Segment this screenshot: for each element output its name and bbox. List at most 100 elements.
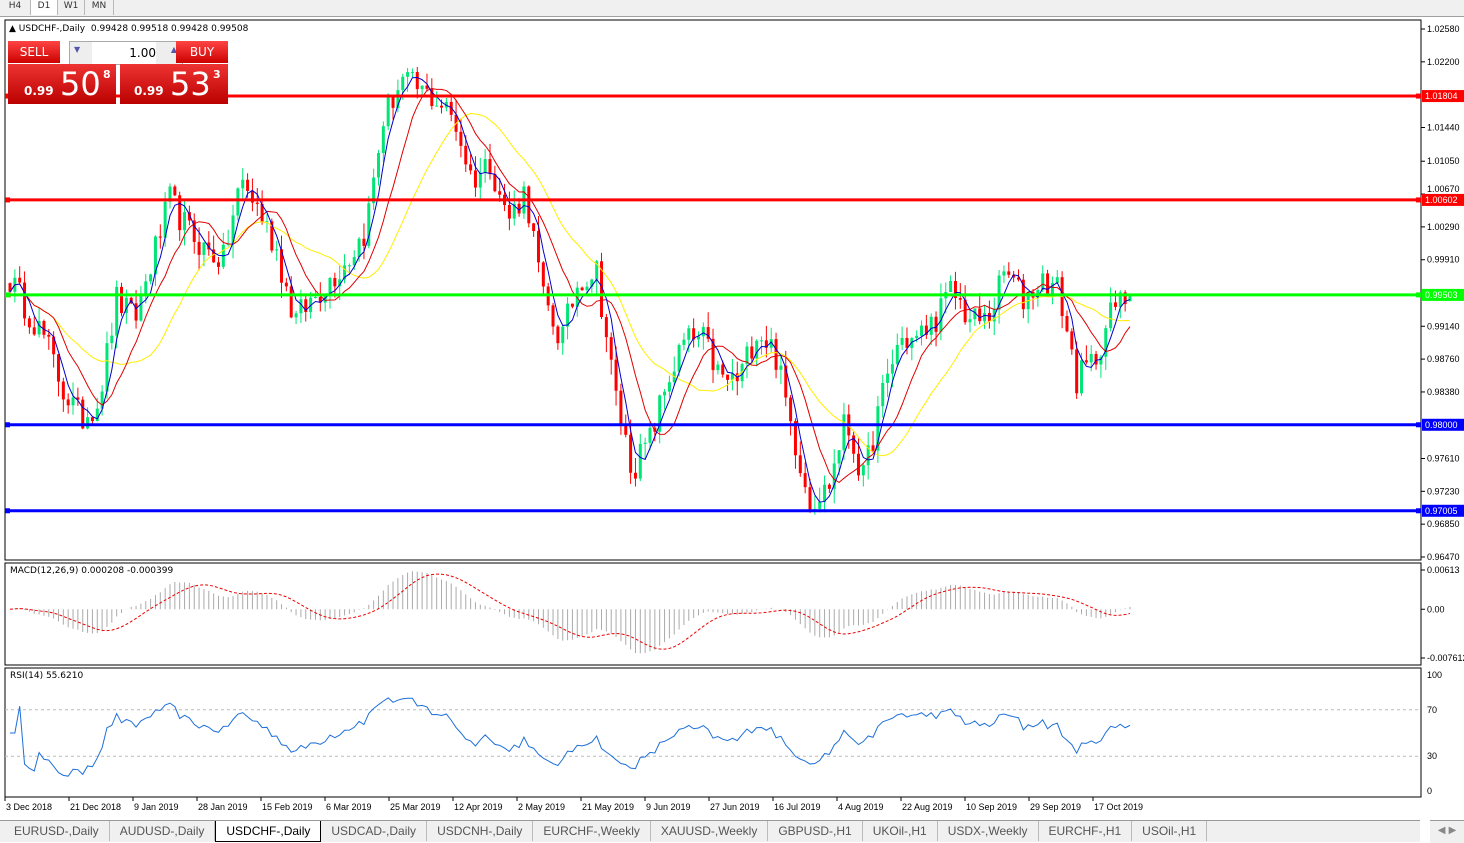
tab-usdchf-daily[interactable]: USDCHF-,Daily bbox=[215, 821, 322, 842]
candle-body bbox=[726, 374, 730, 380]
candle-body bbox=[352, 257, 356, 266]
y-tick-label: 1.02200 bbox=[1427, 57, 1460, 67]
candle-body bbox=[507, 205, 511, 219]
candle-body bbox=[449, 101, 453, 115]
candle-body bbox=[750, 346, 754, 359]
level-handle bbox=[5, 93, 10, 99]
candle-body bbox=[464, 145, 468, 165]
candle-body bbox=[740, 364, 744, 382]
tab-gbpusd-h1[interactable]: GBPUSD-,H1 bbox=[768, 821, 863, 841]
tab-ukoil-h1[interactable]: UKOil-,H1 bbox=[863, 821, 938, 841]
candle-body bbox=[231, 215, 235, 244]
level-handle bbox=[1416, 292, 1421, 298]
x-tick-label: 16 Jul 2019 bbox=[774, 802, 821, 812]
candle-body bbox=[1007, 271, 1011, 275]
candle-body bbox=[590, 279, 594, 287]
candle-body bbox=[808, 487, 812, 511]
candle-body bbox=[294, 313, 298, 318]
x-tick-label: 28 Jan 2019 bbox=[198, 802, 248, 812]
candle-body bbox=[682, 339, 686, 345]
candle-body bbox=[1055, 277, 1059, 284]
candle-body bbox=[61, 381, 65, 400]
candle-body bbox=[110, 335, 114, 344]
tab-usdcad-daily[interactable]: USDCAD-,Daily bbox=[321, 821, 428, 841]
tab-xauusd-weekly[interactable]: XAUUSD-,Weekly bbox=[651, 821, 769, 841]
tab-usoil-h1[interactable]: USOil-,H1 bbox=[1132, 821, 1208, 841]
x-tick-label: 29 Sep 2019 bbox=[1030, 802, 1081, 812]
candle-body bbox=[760, 340, 764, 342]
candle-body bbox=[983, 312, 987, 322]
timeframe-d1[interactable]: D1 bbox=[31, 0, 58, 15]
candle-body bbox=[192, 220, 196, 242]
candle-body bbox=[958, 298, 962, 300]
ma-fast-line bbox=[9, 76, 1131, 503]
candle-body bbox=[343, 265, 347, 280]
sell-price-main: 50 bbox=[60, 65, 101, 103]
candle-body bbox=[711, 338, 715, 371]
candle-body bbox=[488, 159, 492, 175]
ma-mid-line bbox=[9, 88, 1131, 484]
candle-body bbox=[793, 421, 797, 456]
candle-body bbox=[367, 203, 371, 246]
candle-body bbox=[323, 295, 327, 303]
tab-usdcnh-daily[interactable]: USDCNH-,Daily bbox=[427, 821, 534, 841]
tab-scroll-arrows-icon[interactable]: ◀ ▶ bbox=[1430, 820, 1464, 843]
candle-body bbox=[372, 177, 376, 204]
timeframe-w1[interactable]: W1 bbox=[58, 0, 85, 15]
candle-body bbox=[866, 445, 870, 466]
candle-body bbox=[842, 414, 846, 451]
candle-body bbox=[406, 72, 410, 77]
level-price-tag bbox=[1422, 504, 1464, 517]
candle-body bbox=[47, 334, 51, 337]
lot-size-input[interactable]: 1.00 bbox=[92, 42, 156, 64]
candle-body bbox=[284, 282, 288, 287]
x-tick-label: 4 Aug 2019 bbox=[838, 802, 884, 812]
x-tick-label: 27 Jun 2019 bbox=[710, 802, 760, 812]
tab-eurchf-h1[interactable]: EURCHF-,H1 bbox=[1039, 821, 1133, 841]
candle-body bbox=[71, 397, 75, 406]
buy-price[interactable]: 0.99 53 3 bbox=[120, 64, 228, 104]
candle-body bbox=[153, 236, 157, 275]
candle-body bbox=[27, 318, 31, 328]
candle-body bbox=[619, 390, 623, 424]
timeframe-mn[interactable]: MN bbox=[85, 0, 114, 15]
candle-body bbox=[120, 286, 124, 314]
x-tick-label: 6 Mar 2019 bbox=[326, 802, 372, 812]
increase-lot-icon[interactable]: ▲ bbox=[170, 45, 177, 54]
sell-price-point: 8 bbox=[103, 68, 111, 81]
timeframe-toolbar: H4 D1 W1 MN bbox=[0, 0, 1464, 17]
lot-size-stepper[interactable]: ▼ 1.00 ▲ bbox=[69, 41, 183, 65]
candle-body bbox=[459, 131, 463, 146]
tab-eurusd-daily[interactable]: EURUSD-,Daily bbox=[4, 821, 110, 841]
decrease-lot-icon[interactable]: ▼ bbox=[74, 45, 81, 54]
sell-price[interactable]: 0.99 50 8 bbox=[8, 64, 116, 104]
candle-body bbox=[95, 408, 99, 422]
chart-tabs: EURUSD-,Daily AUDUSD-,Daily USDCHF-,Daily U… bbox=[0, 820, 1420, 842]
tab-usdx-weekly[interactable]: USDX-,Weekly bbox=[938, 821, 1039, 841]
candle-body bbox=[939, 298, 943, 332]
x-tick-label: 3 Dec 2018 bbox=[6, 802, 52, 812]
price-chart[interactable]: 1.025801.022001.014401.010501.006701.002… bbox=[0, 0, 1464, 820]
buy-button[interactable]: BUY bbox=[176, 41, 228, 63]
level-handle bbox=[5, 422, 10, 428]
tab-audusd-daily[interactable]: AUDUSD-,Daily bbox=[110, 821, 216, 841]
sell-button[interactable]: SELL bbox=[8, 41, 60, 63]
level-price-label: 0.98000 bbox=[1425, 420, 1458, 430]
candle-body bbox=[823, 484, 827, 502]
candle-body bbox=[832, 463, 836, 489]
candle-body bbox=[561, 326, 565, 344]
candle-body bbox=[924, 325, 928, 335]
candle-body bbox=[551, 305, 555, 327]
tab-eurchf-weekly[interactable]: EURCHF-,Weekly bbox=[533, 821, 651, 841]
macd-tick-label: -0.007612 bbox=[1427, 653, 1464, 663]
candle-body bbox=[721, 364, 725, 375]
x-tick-label: 25 Mar 2019 bbox=[390, 802, 441, 812]
timeframe-h4[interactable]: H4 bbox=[0, 0, 31, 15]
candle-body bbox=[1041, 273, 1045, 290]
candle-body bbox=[410, 72, 414, 74]
level-price-tag bbox=[1422, 418, 1464, 431]
level-price-label: 1.00602 bbox=[1425, 195, 1458, 205]
candle-body bbox=[37, 321, 41, 335]
candle-body bbox=[934, 316, 938, 332]
candle-body bbox=[803, 473, 807, 488]
